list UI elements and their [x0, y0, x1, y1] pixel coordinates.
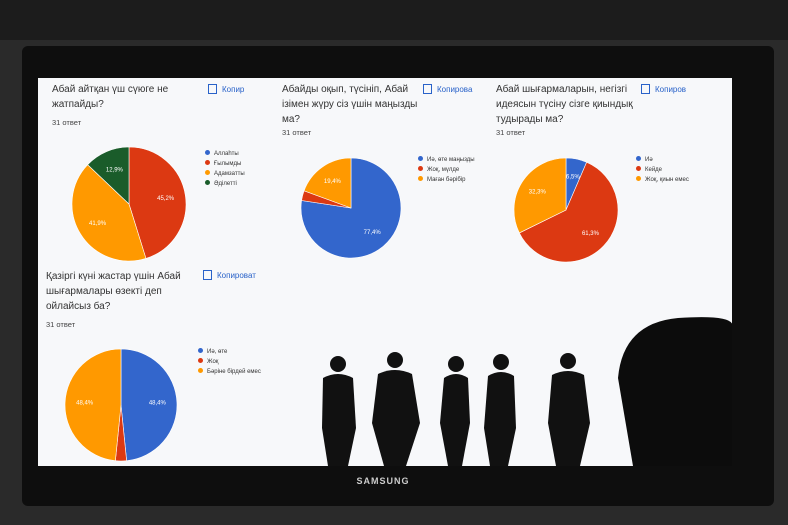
- legend-entry: Жоқ, қиын емес: [636, 176, 689, 186]
- legend-entry: Маған бәрібір: [418, 176, 465, 186]
- legend-entry: Ғылымды: [205, 160, 241, 170]
- copy-icon: [208, 84, 217, 94]
- legend-label: Маған бәрібір: [427, 177, 466, 183]
- pie-slice: [120, 348, 178, 462]
- value-label: 45,2%: [157, 196, 175, 202]
- legend-entry: Иә, өте маңызды: [418, 156, 475, 166]
- pie-slice: [300, 157, 402, 259]
- legend-swatch: [205, 180, 210, 185]
- legend-label: Жоқ, мүлде: [427, 167, 460, 173]
- copy-icon: [203, 270, 212, 280]
- legend-entry: Жоқ, мүлде: [418, 166, 459, 176]
- pie: 77,4% 19,4%: [300, 157, 402, 259]
- legend-entry: Аллаһты: [205, 150, 239, 160]
- copy-label: Копиров: [655, 85, 687, 94]
- legend-swatch: [205, 160, 210, 165]
- response-count: 31 ответ: [52, 118, 82, 127]
- value-label: 12,9%: [106, 168, 124, 174]
- legend-swatch: [418, 176, 423, 181]
- legend-label: Бәріне бірдей емес: [207, 369, 261, 375]
- pie-slice: [64, 348, 122, 462]
- pie-slice: [87, 146, 130, 205]
- question-title: Қазіргі күні жастар үшін Абай шығармалар…: [46, 271, 181, 312]
- pie-slice: [71, 164, 147, 262]
- question-title: Абай айтқан үш сүюге не жатпайды?: [52, 84, 169, 110]
- copy-label: Копир: [222, 85, 245, 94]
- legend-swatch: [198, 368, 203, 373]
- question-title: Абайды оқып, түсініп, Абай ізімен жүру с…: [282, 84, 418, 125]
- legend-swatch: [636, 176, 641, 181]
- legend-swatch: [636, 156, 641, 161]
- copy-label: Копирова: [437, 85, 473, 94]
- legend-label: Кейде: [645, 167, 663, 173]
- value-label: 19,4%: [324, 179, 342, 185]
- legend-label: Жоқ: [207, 359, 219, 365]
- pie-slice: [303, 157, 352, 209]
- copy-button[interactable]: Копирова: [423, 84, 472, 94]
- copy-label: Копироват: [217, 271, 256, 280]
- pie: 48,4% 48,4%: [64, 348, 178, 462]
- legend-label: Жоқ, қиын емес: [645, 177, 689, 183]
- legend-label: Ғылымды: [214, 161, 242, 167]
- legend-entry: Жоқ: [198, 358, 218, 368]
- legend-label: Иә, өте маңызды: [427, 157, 475, 163]
- legend-entry: Кейде: [636, 166, 662, 176]
- value-label: 48,4%: [76, 401, 94, 407]
- value-label: 61,3%: [582, 231, 600, 237]
- legend-swatch: [198, 348, 203, 353]
- legend-label: Иә: [645, 157, 653, 163]
- pie-slice: [128, 146, 187, 259]
- legend-swatch: [418, 156, 423, 161]
- copy-icon: [423, 84, 432, 94]
- screen: Абай айтқан үш сүюге не жатпайды? 31 отве…: [38, 78, 732, 466]
- background: [0, 0, 788, 40]
- legend-entry: Иә, өте: [198, 348, 227, 358]
- silhouettes: [322, 317, 732, 466]
- pie-slice: [518, 161, 619, 263]
- legend-entry: Әділетті: [205, 180, 237, 190]
- legend-entry: Адамзатты: [205, 170, 245, 180]
- copy-icon: [641, 84, 650, 94]
- legend-label: Әділетті: [214, 181, 237, 187]
- question-title: Абай шығармаларын, негізгі идеясын түсін…: [496, 84, 633, 125]
- pie: 6,5% 61,3% 32,3%: [513, 157, 619, 263]
- legend-label: Адамзатты: [214, 171, 245, 177]
- legend-label: Аллаһты: [214, 151, 239, 157]
- legend-swatch: [636, 166, 641, 171]
- copy-button[interactable]: Копиров: [641, 84, 686, 94]
- copy-button[interactable]: Копироват: [203, 270, 256, 280]
- copy-button[interactable]: Копир: [208, 84, 244, 94]
- response-count: 31 ответ: [46, 320, 76, 329]
- value-label: 32,3%: [529, 190, 547, 196]
- legend-swatch: [205, 150, 210, 155]
- value-label: 48,4%: [149, 401, 167, 407]
- value-label: 77,4%: [364, 230, 382, 236]
- legend-swatch: [198, 358, 203, 363]
- legend-entry: Бәріне бірдей емес: [198, 368, 261, 378]
- response-count: 31 ответ: [282, 128, 312, 137]
- pie: 45,2% 41,9% 12,9%: [71, 146, 187, 262]
- pie-slice: [513, 157, 567, 234]
- brand-logo: SAMSUNG: [356, 476, 410, 486]
- legend-entry: Иә: [636, 156, 653, 166]
- legend-label: Иә, өте: [207, 349, 228, 355]
- value-label: 41,9%: [89, 221, 107, 227]
- response-count: 31 ответ: [496, 128, 526, 137]
- value-label: 6,5%: [566, 174, 580, 180]
- legend-swatch: [205, 170, 210, 175]
- legend-swatch: [418, 166, 423, 171]
